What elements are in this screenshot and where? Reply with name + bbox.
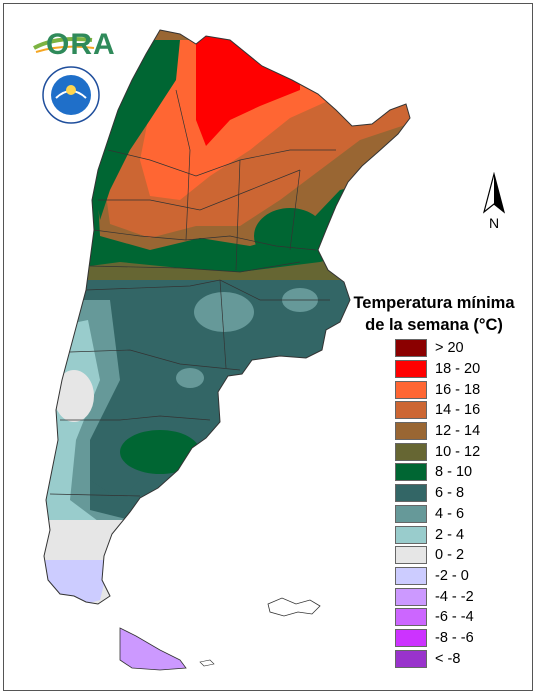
legend-item: 14 - 16	[395, 400, 480, 421]
legend-label: -6 - -4	[435, 609, 474, 626]
legend-swatch	[395, 546, 427, 565]
legend-title: Temperatura mínima de la semana (°C)	[334, 292, 534, 336]
legend-item: 2 - 4	[395, 524, 480, 545]
legend-item: 6 - 8	[395, 483, 480, 504]
legend-swatch	[395, 649, 427, 668]
seal-icon	[42, 66, 100, 124]
legend: > 20 18 - 20 16 - 18 14 - 16 12 - 14 10 - 12 8…	[395, 338, 480, 669]
smn-seal-logo	[42, 66, 100, 124]
legend-label: 16 - 18	[435, 381, 481, 398]
ora-logo: ORA	[32, 26, 115, 66]
legend-item: 16 - 18	[395, 379, 480, 400]
north-label: N	[489, 215, 499, 231]
legend-label: 10 - 12	[435, 443, 481, 460]
legend-label: 18 - 20	[435, 361, 481, 378]
legend-swatch	[395, 608, 427, 627]
legend-item: 10 - 12	[395, 441, 480, 462]
legend-item: -4 - -2	[395, 586, 480, 607]
legend-item: < -8	[395, 648, 480, 669]
legend-label: 6 - 8	[435, 485, 465, 502]
legend-swatch	[395, 587, 427, 606]
ora-logo-text: ORA	[46, 28, 116, 61]
legend-swatch	[395, 442, 427, 461]
legend-label: > 20	[435, 340, 464, 357]
legend-swatch	[395, 380, 427, 399]
legend-item: 12 - 14	[395, 421, 480, 442]
legend-title-line2: de la semana (°C)	[365, 316, 503, 334]
legend-item: 0 - 2	[395, 545, 480, 566]
legend-label: < -8	[435, 650, 461, 667]
north-arrow-icon: N	[482, 172, 506, 231]
legend-swatch	[395, 401, 427, 420]
legend-item: -6 - -4	[395, 607, 480, 628]
legend-item: -8 - -6	[395, 628, 480, 649]
legend-label: 8 - 10	[435, 464, 473, 481]
legend-label: 0 - 2	[435, 547, 465, 564]
legend-label: -2 - 0	[435, 567, 469, 584]
legend-swatch	[395, 525, 427, 544]
legend-label: 14 - 16	[435, 402, 481, 419]
legend-label: 2 - 4	[435, 526, 465, 543]
legend-item: -2 - 0	[395, 566, 480, 587]
legend-swatch	[395, 566, 427, 585]
legend-title-line1: Temperatura mínima	[353, 294, 515, 312]
legend-item: > 20	[395, 338, 480, 359]
legend-label: 4 - 6	[435, 505, 465, 522]
legend-swatch	[395, 504, 427, 523]
north-arrow: N	[478, 172, 510, 232]
legend-item: 4 - 6	[395, 504, 480, 525]
legend-swatch	[395, 339, 427, 358]
legend-swatch	[395, 360, 427, 379]
legend-item: 18 - 20	[395, 359, 480, 380]
legend-item: 8 - 10	[395, 462, 480, 483]
legend-label: 12 - 14	[435, 423, 481, 440]
legend-swatch	[395, 628, 427, 647]
legend-swatch	[395, 463, 427, 482]
legend-label: -4 - -2	[435, 588, 474, 605]
legend-label: -8 - -6	[435, 629, 474, 646]
legend-swatch	[395, 422, 427, 441]
legend-swatch	[395, 484, 427, 503]
ora-swoosh-icon	[33, 37, 95, 53]
